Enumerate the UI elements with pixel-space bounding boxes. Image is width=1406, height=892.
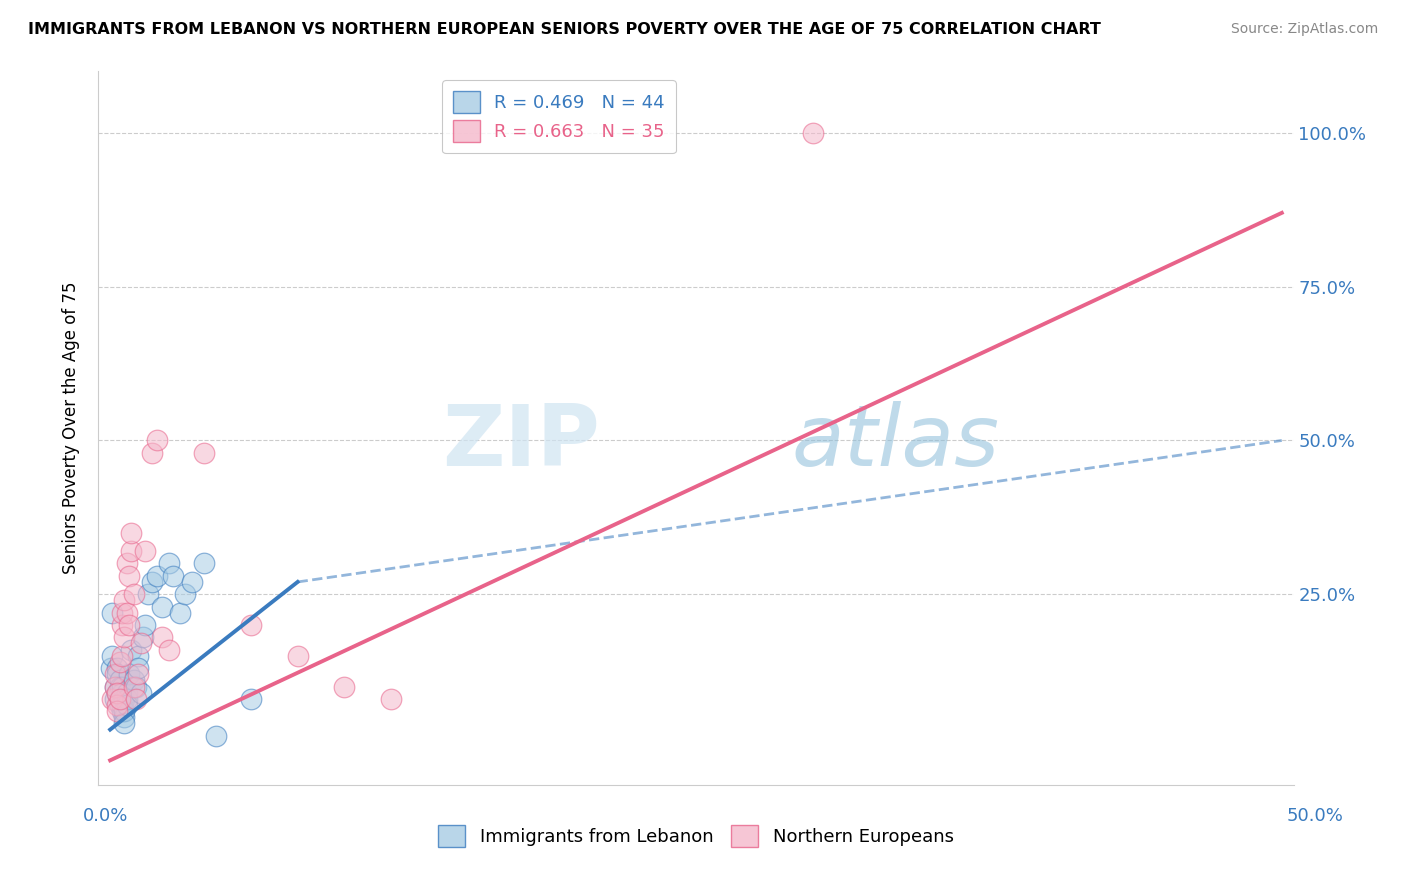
- Point: [112, 710, 135, 724]
- Point: [287, 648, 309, 663]
- Point: [146, 569, 169, 583]
- Point: [105, 686, 128, 700]
- Point: [181, 574, 204, 589]
- Point: [112, 716, 135, 731]
- Point: [115, 691, 138, 706]
- Point: [134, 618, 156, 632]
- Point: [129, 636, 152, 650]
- Point: [111, 680, 134, 694]
- Point: [108, 680, 131, 694]
- Point: [105, 686, 128, 700]
- Point: [801, 126, 824, 140]
- Point: [111, 698, 134, 712]
- Point: [101, 606, 124, 620]
- Point: [134, 544, 156, 558]
- Text: 0.0%: 0.0%: [83, 807, 128, 825]
- Point: [141, 574, 163, 589]
- Y-axis label: Seniors Poverty Over the Age of 75: Seniors Poverty Over the Age of 75: [62, 282, 80, 574]
- Point: [239, 618, 262, 632]
- Point: [104, 680, 127, 694]
- Point: [125, 680, 148, 694]
- Point: [157, 642, 180, 657]
- Point: [115, 698, 138, 712]
- Point: [101, 691, 124, 706]
- Point: [101, 648, 124, 663]
- Point: [174, 587, 197, 601]
- Point: [193, 557, 215, 571]
- Point: [105, 704, 128, 718]
- Point: [111, 686, 134, 700]
- Point: [115, 557, 138, 571]
- Point: [118, 667, 141, 681]
- Point: [132, 630, 155, 644]
- Point: [122, 680, 145, 694]
- Point: [115, 686, 138, 700]
- Point: [108, 691, 131, 706]
- Point: [120, 525, 142, 540]
- Point: [125, 691, 148, 706]
- Point: [112, 691, 135, 706]
- Point: [104, 691, 127, 706]
- Point: [104, 680, 127, 694]
- Legend: Immigrants from Lebanon, Northern Europeans: Immigrants from Lebanon, Northern Europe…: [430, 818, 962, 855]
- Point: [169, 606, 191, 620]
- Point: [127, 648, 149, 663]
- Point: [120, 544, 142, 558]
- Point: [333, 680, 356, 694]
- Point: [112, 593, 135, 607]
- Point: [118, 618, 141, 632]
- Point: [111, 648, 134, 663]
- Point: [150, 630, 173, 644]
- Point: [146, 434, 169, 448]
- Point: [141, 446, 163, 460]
- Point: [108, 691, 131, 706]
- Point: [162, 569, 184, 583]
- Point: [239, 691, 262, 706]
- Point: [112, 704, 135, 718]
- Point: [115, 606, 138, 620]
- Point: [127, 667, 149, 681]
- Point: [127, 661, 149, 675]
- Point: [108, 673, 131, 688]
- Point: [104, 667, 127, 681]
- Point: [380, 691, 402, 706]
- Text: Source: ZipAtlas.com: Source: ZipAtlas.com: [1230, 22, 1378, 37]
- Text: 50.0%: 50.0%: [1286, 807, 1343, 825]
- Point: [100, 661, 122, 675]
- Point: [150, 599, 173, 614]
- Text: atlas: atlas: [792, 401, 1000, 484]
- Point: [111, 606, 134, 620]
- Point: [122, 673, 145, 688]
- Point: [105, 661, 128, 675]
- Point: [105, 698, 128, 712]
- Text: IMMIGRANTS FROM LEBANON VS NORTHERN EUROPEAN SENIORS POVERTY OVER THE AGE OF 75 : IMMIGRANTS FROM LEBANON VS NORTHERN EURO…: [28, 22, 1101, 37]
- Point: [118, 569, 141, 583]
- Point: [108, 698, 131, 712]
- Point: [108, 655, 131, 669]
- Point: [111, 618, 134, 632]
- Point: [112, 630, 135, 644]
- Text: ZIP: ZIP: [443, 401, 600, 484]
- Point: [204, 729, 226, 743]
- Point: [122, 587, 145, 601]
- Point: [129, 686, 152, 700]
- Point: [193, 446, 215, 460]
- Point: [111, 704, 134, 718]
- Point: [105, 667, 128, 681]
- Point: [136, 587, 159, 601]
- Point: [157, 557, 180, 571]
- Point: [120, 642, 142, 657]
